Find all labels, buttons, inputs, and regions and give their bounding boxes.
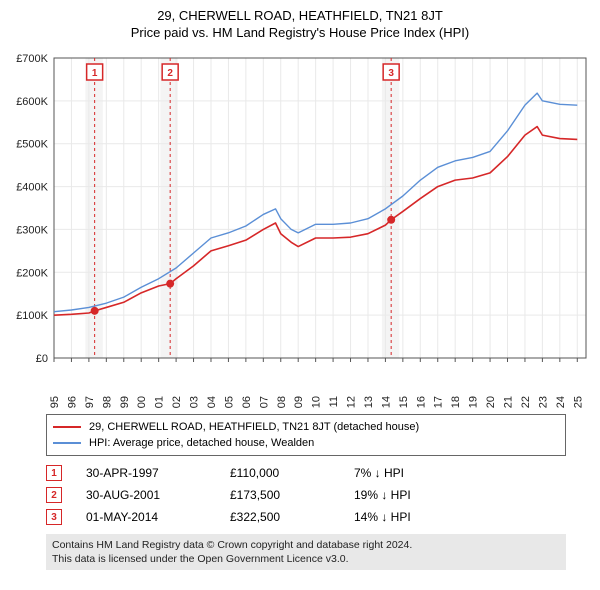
svg-text:1995: 1995 [49,396,61,408]
sales-table: 1 30-APR-1997 £110,000 7% ↓ HPI 2 30-AUG-2001… [46,462,566,528]
svg-text:2: 2 [167,68,173,79]
svg-text:2001: 2001 [154,396,166,408]
svg-text:2018: 2018 [450,396,462,408]
legend-swatch [53,442,81,444]
svg-text:£500K: £500K [16,139,48,151]
svg-text:1997: 1997 [84,396,96,408]
svg-text:2002: 2002 [171,396,183,408]
svg-text:3: 3 [388,68,394,79]
legend-item: HPI: Average price, detached house, Weal… [53,435,559,451]
svg-text:2023: 2023 [537,396,549,408]
svg-text:2020: 2020 [485,396,497,408]
svg-text:£200K: £200K [16,267,48,279]
sale-marker: 2 [46,487,62,503]
sale-date: 01-MAY-2014 [86,510,206,524]
sale-row: 2 30-AUG-2001 £173,500 19% ↓ HPI [46,484,566,506]
svg-text:2012: 2012 [346,396,358,408]
sale-diff: 14% ↓ HPI [354,510,454,524]
svg-text:1999: 1999 [119,396,131,408]
footer-attribution: Contains HM Land Registry data © Crown c… [46,534,566,570]
svg-text:£100K: £100K [16,310,48,322]
svg-text:1: 1 [92,68,98,79]
svg-text:2005: 2005 [223,396,235,408]
svg-text:2017: 2017 [433,396,445,408]
line-chart-svg: £0 £100K £200K £300K £400K £500K £600K £700K 199… [8,48,592,408]
legend-swatch [53,426,81,428]
sale-row: 1 30-APR-1997 £110,000 7% ↓ HPI [46,462,566,484]
sale-date: 30-AUG-2001 [86,488,206,502]
svg-text:2013: 2013 [363,396,375,408]
sale-price: £110,000 [230,466,330,480]
svg-text:2016: 2016 [415,396,427,408]
sale-diff: 7% ↓ HPI [354,466,454,480]
svg-text:2011: 2011 [328,396,340,408]
footer-line-1: Contains HM Land Registry data © Crown c… [52,538,560,552]
svg-text:£600K: £600K [16,96,48,108]
svg-text:2019: 2019 [468,396,480,408]
svg-text:2006: 2006 [241,396,253,408]
chart-subtitle: Price paid vs. HM Land Registry's House … [8,25,592,40]
chart-container: 29, CHERWELL ROAD, HEATHFIELD, TN21 8JT … [0,0,600,578]
svg-text:2003: 2003 [189,396,201,408]
svg-text:2014: 2014 [380,396,392,408]
svg-text:1998: 1998 [101,396,113,408]
svg-text:2008: 2008 [276,396,288,408]
sale-marker: 3 [46,509,62,525]
svg-text:£0: £0 [36,353,48,365]
svg-text:2010: 2010 [311,396,323,408]
svg-text:2025: 2025 [572,396,584,408]
svg-text:1996: 1996 [66,396,78,408]
sale-price: £322,500 [230,510,330,524]
sale-row: 3 01-MAY-2014 £322,500 14% ↓ HPI [46,506,566,528]
sale-diff: 19% ↓ HPI [354,488,454,502]
svg-text:2000: 2000 [136,396,148,408]
chart-title: 29, CHERWELL ROAD, HEATHFIELD, TN21 8JT [8,8,592,23]
sale-date: 30-APR-1997 [86,466,206,480]
legend-label: 29, CHERWELL ROAD, HEATHFIELD, TN21 8JT … [89,419,419,435]
sale-marker: 1 [46,465,62,481]
chart-area: £0 £100K £200K £300K £400K £500K £600K £700K 199… [8,48,592,408]
svg-text:£700K: £700K [16,53,48,65]
svg-text:2022: 2022 [520,396,532,408]
svg-text:£300K: £300K [16,224,48,236]
legend-label: HPI: Average price, detached house, Weal… [89,435,314,451]
sale-price: £173,500 [230,488,330,502]
svg-text:2007: 2007 [258,396,270,408]
svg-text:2021: 2021 [503,396,515,408]
svg-text:£400K: £400K [16,182,48,194]
svg-text:2015: 2015 [398,396,410,408]
footer-line-2: This data is licensed under the Open Gov… [52,552,560,566]
legend-item: 29, CHERWELL ROAD, HEATHFIELD, TN21 8JT … [53,419,559,435]
svg-text:2024: 2024 [555,396,567,408]
svg-text:2009: 2009 [293,396,305,408]
svg-text:2004: 2004 [206,396,218,408]
legend: 29, CHERWELL ROAD, HEATHFIELD, TN21 8JT … [46,414,566,456]
